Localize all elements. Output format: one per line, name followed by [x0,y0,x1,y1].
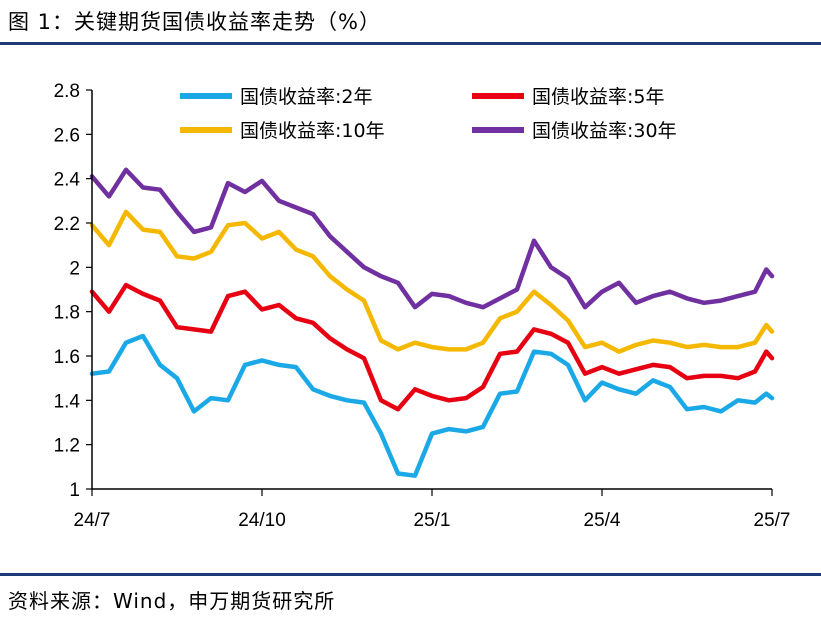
y-tick-label: 1.6 [54,347,80,368]
source-note: 资料来源：Wind，申万期货研究所 [8,589,336,613]
series-line-2 [89,209,775,354]
series-lines [89,167,775,478]
x-tick-label: 25/7 [754,510,791,531]
y-tick-label: 1.8 [54,303,80,324]
series-line-0 [89,333,775,478]
y-tick-label: 1.4 [54,391,81,412]
legend-label-1: 国债收益率:5年 [532,86,665,108]
x-tick-label: 25/1 [414,510,451,531]
series-line-3 [89,167,775,310]
y-tick-label: 1 [69,480,80,501]
line-chart: 1 1.2 1.4 1.6 1.8 2 2.2 2.4 2.6 2.8 24/7 24/10 25/1 2… [54,81,791,531]
axes: 1 1.2 1.4 1.6 1.8 2 2.2 2.4 2.6 2.8 24/7 24/10 25/1 2… [54,81,791,531]
x-tick-label: 25/4 [584,510,621,531]
y-tick-label: 2.8 [54,81,80,102]
y-tick-label: 2 [69,258,80,279]
legend-label-2: 国债收益率:10年 [240,120,385,142]
series-line-1 [89,282,775,412]
y-tick-label: 1.2 [54,436,80,457]
y-tick-label: 2.2 [54,214,80,235]
page-title: 图 1：关键期货国债收益率走势（%） [8,10,381,34]
y-tick-label: 2.4 [54,170,81,191]
legend-label-3: 国债收益率:30年 [532,120,677,142]
x-tick-label: 24/7 [74,510,111,531]
x-tick-label: 24/10 [238,510,286,531]
top-divider [0,42,821,45]
legend-label-0: 国债收益率:2年 [240,86,373,108]
y-tick-label: 2.6 [54,125,80,146]
bottom-divider [0,573,821,576]
